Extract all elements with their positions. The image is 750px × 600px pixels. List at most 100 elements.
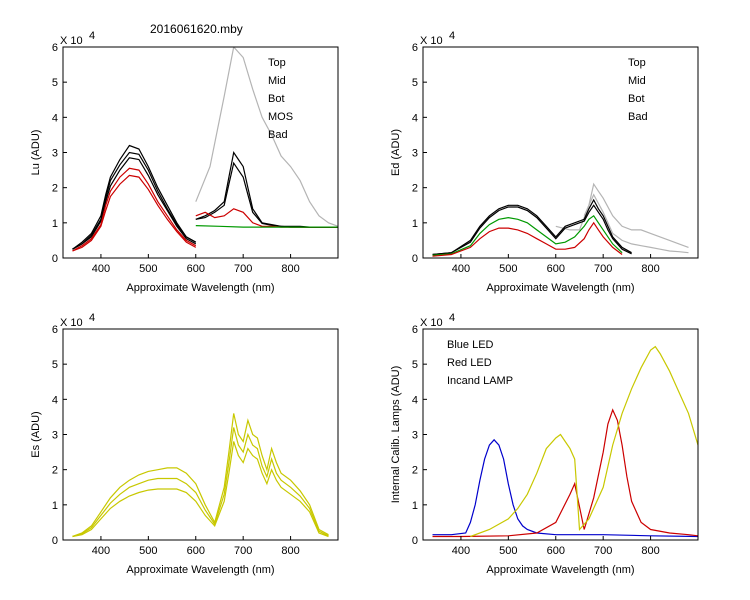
x-tick-label: 800 <box>641 263 659 275</box>
series-line-bad <box>195 47 338 227</box>
x-axis-label: Approximate Wavelength (nm) <box>486 282 634 294</box>
y-multiplier: X 10 <box>420 317 443 329</box>
y-multiplier-exponent: 4 <box>449 30 455 42</box>
series-line-red-led <box>432 408 698 538</box>
y-tick-label: 5 <box>52 77 58 89</box>
y-tick-label: 4 <box>412 394 418 406</box>
x-tick-label: 800 <box>281 263 299 275</box>
series-line-bad <box>555 182 689 248</box>
legend-entry-bad: Bad <box>628 111 648 123</box>
series-line-incand-lamp <box>470 345 698 538</box>
series-line-mid <box>72 167 197 252</box>
x-tick-label: 400 <box>92 545 110 557</box>
plot-frame <box>422 46 699 259</box>
series-line-top <box>72 157 197 250</box>
chart-lamps: 400 500 600 700 800 0 1 2 3 4 5 6X 10 4 Approximate W… <box>390 312 699 576</box>
x-tick-label: 600 <box>547 545 565 557</box>
x-tick-label: 400 <box>92 263 110 275</box>
y-axis-label: Lu (ADU) <box>30 130 42 176</box>
series-line-top <box>432 198 632 256</box>
series-line-es <box>72 427 329 538</box>
y-multiplier: X 10 <box>420 35 443 47</box>
y-axis-label: Ed (ADU) <box>390 129 402 176</box>
chart-lu: 400 500 600 700 800 0 1 2 3 4 5 6X 10 4 Approximate W… <box>30 30 339 294</box>
y-tick-label: 6 <box>412 324 418 336</box>
y-tick-label: 1 <box>412 218 418 230</box>
chart-es: 400 500 600 700 800 0 1 2 3 4 5 6X 10 4 Approximate W… <box>30 312 339 576</box>
x-tick-label: 500 <box>499 545 517 557</box>
x-tick-label: 800 <box>641 545 659 557</box>
y-tick-label: 6 <box>412 42 418 54</box>
y-tick-label: 3 <box>52 148 58 160</box>
y-tick-label: 2 <box>412 183 418 195</box>
y-tick-label: 4 <box>412 112 418 124</box>
x-tick-label: 600 <box>547 263 565 275</box>
series-group <box>72 413 329 538</box>
figure-title: 2016061620.mby <box>150 22 243 36</box>
y-multiplier-exponent: 4 <box>89 30 95 42</box>
series-group <box>432 182 689 257</box>
legend-entry-mid: Mid <box>628 75 646 87</box>
legend-entry-top: Top <box>628 57 646 69</box>
x-axis-label: Approximate Wavelength (nm) <box>486 564 634 576</box>
legend-entry-blue-led: Blue LED <box>447 339 494 351</box>
x-tick-label: 600 <box>187 545 205 557</box>
x-tick-label: 500 <box>139 545 157 557</box>
legend-entry-mid: Mid <box>268 75 286 87</box>
y-axis-label: Es (ADU) <box>30 411 42 457</box>
y-tick-label: 0 <box>412 253 418 265</box>
series-group <box>72 47 338 252</box>
x-tick-label: 800 <box>281 545 299 557</box>
y-tick-label: 2 <box>412 465 418 477</box>
y-tick-label: 2 <box>52 183 58 195</box>
y-tick-label: 3 <box>412 148 418 160</box>
y-tick-label: 0 <box>412 535 418 547</box>
chart-ed: 400 500 600 700 800 0 1 2 3 4 5 6X 10 4 Approximate W… <box>390 30 699 294</box>
x-tick-label: 600 <box>187 263 205 275</box>
series-line-top <box>72 144 197 250</box>
x-axis-label: Approximate Wavelength (nm) <box>126 564 274 576</box>
legend-entry-bot: Bot <box>268 93 285 105</box>
legend-entry-bad: Bad <box>268 129 288 141</box>
series-line-top <box>432 204 632 256</box>
series-line-top <box>195 150 338 228</box>
x-tick-label: 700 <box>594 263 612 275</box>
y-tick-label: 5 <box>52 359 58 371</box>
series-line-es <box>72 441 329 538</box>
series-line-mid <box>72 174 197 252</box>
x-tick-label: 400 <box>452 545 470 557</box>
y-tick-label: 1 <box>52 218 58 230</box>
y-tick-label: 5 <box>412 359 418 371</box>
y-axis-label: Internal Calib. Lamps (ADU) <box>390 366 402 504</box>
legend-entry-top: Top <box>268 57 286 69</box>
x-tick-label: 400 <box>452 263 470 275</box>
y-tick-label: 1 <box>52 500 58 512</box>
series-line-top <box>72 151 197 250</box>
y-tick-label: 5 <box>412 77 418 89</box>
series-line-top <box>195 161 338 228</box>
y-tick-label: 4 <box>52 394 58 406</box>
x-axis-label: Approximate Wavelength (nm) <box>126 282 274 294</box>
series-line-mid <box>432 221 623 257</box>
series-line-blue-led <box>432 438 698 538</box>
y-tick-label: 6 <box>52 324 58 336</box>
series-line-es <box>72 413 329 538</box>
x-tick-label: 700 <box>234 263 252 275</box>
y-tick-label: 3 <box>52 430 58 442</box>
series-line-bad <box>583 193 689 254</box>
y-tick-label: 0 <box>52 535 58 547</box>
y-tick-label: 3 <box>412 430 418 442</box>
x-tick-label: 500 <box>499 263 517 275</box>
x-tick-label: 700 <box>234 545 252 557</box>
legend-entry-red-led: Red LED <box>447 357 492 369</box>
series-group <box>432 345 698 538</box>
y-tick-label: 0 <box>52 253 58 265</box>
series-line-bot <box>195 225 338 228</box>
x-tick-label: 700 <box>594 545 612 557</box>
y-multiplier: X 10 <box>60 35 83 47</box>
legend-entry-incand-lamp: Incand LAMP <box>447 375 513 387</box>
y-tick-label: 4 <box>52 112 58 124</box>
series-line-bot <box>432 214 623 256</box>
legend-entry-mos: MOS <box>268 111 293 123</box>
